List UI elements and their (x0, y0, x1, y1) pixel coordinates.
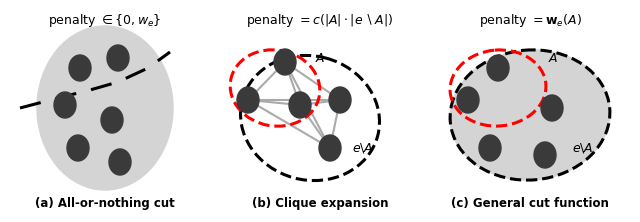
Ellipse shape (107, 45, 129, 71)
Text: (b) Clique expansion: (b) Clique expansion (252, 197, 388, 210)
Ellipse shape (67, 135, 89, 161)
Text: penalty $= c(|A| \cdot |e\setminus A|)$: penalty $= c(|A| \cdot |e\setminus A|)$ (246, 12, 394, 29)
Text: (c) General cut function: (c) General cut function (451, 197, 609, 210)
Text: penalty $\in \{0, w_e\}$: penalty $\in \{0, w_e\}$ (48, 12, 162, 29)
Ellipse shape (69, 55, 91, 81)
Ellipse shape (109, 149, 131, 175)
Ellipse shape (274, 49, 296, 75)
Text: $e\backslash A$: $e\backslash A$ (352, 141, 374, 155)
Ellipse shape (54, 92, 76, 118)
Text: $A$: $A$ (548, 52, 558, 65)
Ellipse shape (487, 55, 509, 81)
Ellipse shape (541, 95, 563, 121)
Ellipse shape (237, 87, 259, 113)
Text: $A$: $A$ (315, 52, 325, 65)
Ellipse shape (289, 92, 311, 118)
Ellipse shape (329, 87, 351, 113)
Ellipse shape (319, 135, 341, 161)
Text: penalty $= \mathbf{w}_e(A)$: penalty $= \mathbf{w}_e(A)$ (479, 12, 582, 29)
Ellipse shape (101, 107, 123, 133)
Ellipse shape (534, 142, 556, 168)
Text: (a) All-or-nothing cut: (a) All-or-nothing cut (35, 197, 175, 210)
Ellipse shape (450, 50, 610, 180)
Ellipse shape (37, 26, 173, 190)
Text: $e\backslash A$: $e\backslash A$ (572, 141, 593, 155)
Ellipse shape (457, 87, 479, 113)
Ellipse shape (479, 135, 501, 161)
